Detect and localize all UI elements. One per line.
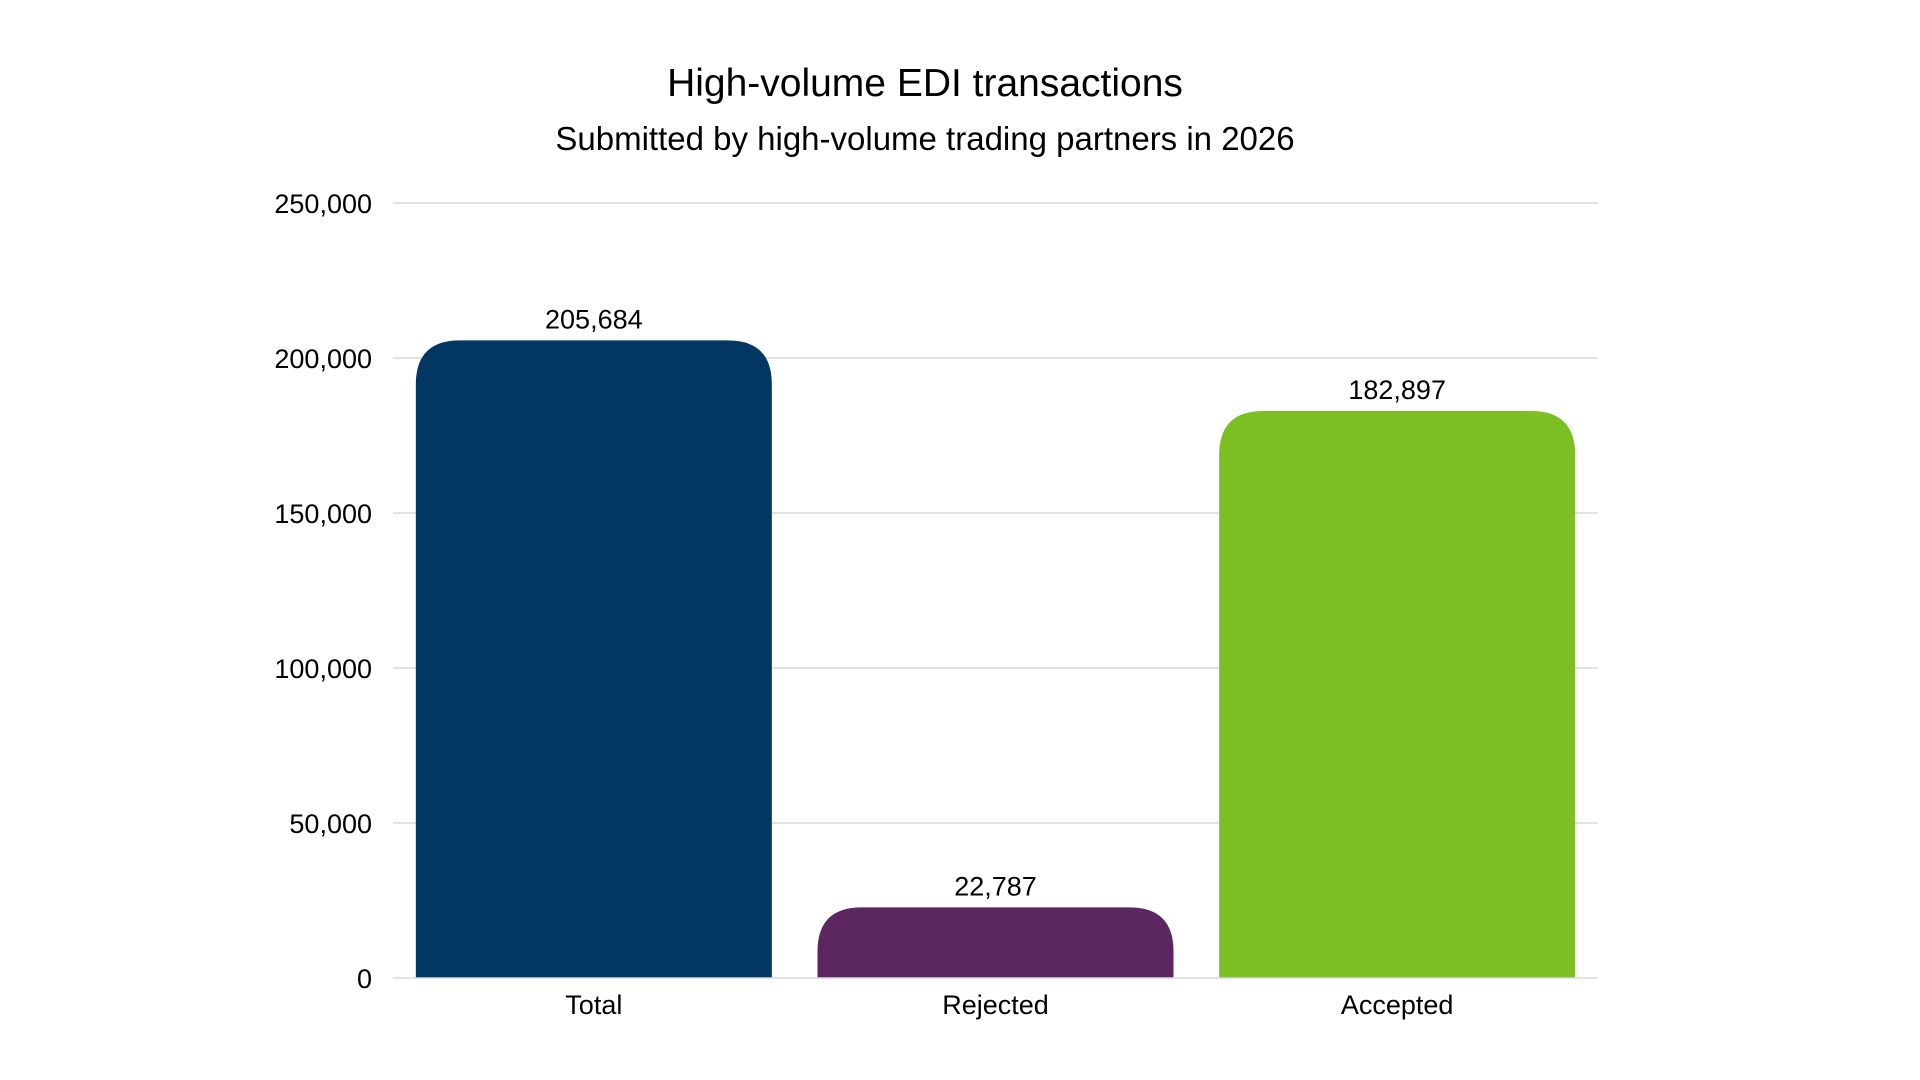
y-tick-label: 250,000	[274, 189, 372, 219]
x-axis-tick-labels: Total Rejected Accepted	[565, 990, 1453, 1020]
x-tick-label: Total	[565, 990, 622, 1020]
y-tick-label: 200,000	[274, 344, 372, 374]
y-tick-label: 0	[357, 964, 372, 994]
chart-title: High-volume EDI transactions	[667, 62, 1183, 105]
y-axis-tick-labels: 0 50,000 100,000 150,000 200,000 250,000	[274, 189, 372, 994]
chart-subtitle: Submitted by high-volume trading partner…	[555, 120, 1295, 157]
y-tick-label: 100,000	[274, 654, 372, 684]
x-tick-label: Accepted	[1341, 990, 1454, 1020]
y-tick-label: 50,000	[289, 809, 372, 839]
x-tick-label: Rejected	[942, 990, 1049, 1020]
bar-total	[415, 340, 772, 978]
bar-rejected	[817, 907, 1174, 978]
bar-accepted	[1219, 411, 1576, 978]
bars	[415, 340, 1576, 978]
bar-value-label: 205,684	[545, 304, 643, 334]
y-tick-label: 150,000	[274, 499, 372, 529]
bar-value-label: 22,787	[954, 871, 1037, 901]
bar-value-labels: 205,684 22,787 182,897	[545, 304, 1446, 901]
bar-value-label: 182,897	[1348, 375, 1446, 405]
